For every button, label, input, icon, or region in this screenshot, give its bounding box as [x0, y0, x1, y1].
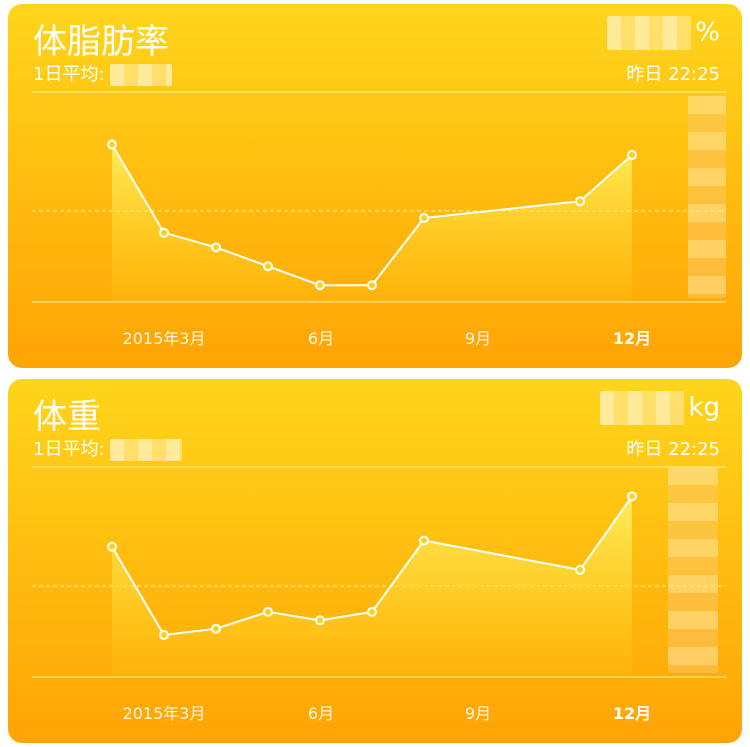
data-point-6: [419, 213, 429, 223]
latest-time: 昨日 22:25: [626, 439, 720, 460]
redacted-range-bar: [668, 467, 718, 673]
daily-average-label: 1日平均:: [33, 439, 105, 460]
data-point-5: [367, 280, 377, 291]
daily-average-label: 1日平均:: [33, 64, 105, 85]
data-point-2: [211, 623, 221, 634]
data-point-4: [315, 615, 325, 626]
data-point-6: [419, 535, 429, 546]
x-tick-label: 2015年3月: [123, 704, 206, 723]
x-tick-label: 6月: [308, 329, 334, 348]
data-point-4: [315, 280, 325, 291]
x-tick-label: 9月: [465, 704, 491, 723]
card-title: 体重: [33, 397, 101, 437]
series-area: [112, 144, 632, 302]
redacted-latest-value: [600, 391, 685, 425]
redacted-average-value: [110, 64, 173, 86]
x-tick-label: 12月: [613, 704, 651, 723]
redacted-latest-value: [607, 16, 692, 50]
x-tick-label: 12月: [613, 329, 651, 348]
card-title: 体脂肪率: [33, 22, 169, 62]
series-area: [112, 496, 632, 677]
daily-average: 1日平均:: [33, 435, 183, 461]
weight-card[interactable]: 体重 1日平均: kg 昨日 22:25 2015年3月 6月 9月 12月: [8, 379, 742, 743]
x-tick-label: 9月: [465, 329, 491, 348]
data-point-3: [263, 606, 273, 617]
data-point-5: [367, 606, 377, 617]
body-fat-card[interactable]: 体脂肪率 1日平均: % 昨日 22:25 2015年3月 6月 9月 12月: [8, 4, 742, 368]
data-point-7: [575, 196, 585, 207]
data-point-0: [107, 541, 117, 552]
daily-average: 1日平均:: [33, 60, 173, 86]
data-point-8: [627, 491, 637, 502]
latest-time: 昨日 22:25: [626, 64, 720, 85]
redacted-average-value: [110, 439, 183, 461]
unit-label: %: [695, 17, 720, 48]
redacted-range-bar: [688, 96, 726, 298]
latest-value: kg: [600, 391, 720, 425]
x-tick-label: 2015年3月: [123, 329, 206, 348]
data-point-2: [211, 242, 221, 253]
latest-value: %: [607, 16, 720, 50]
data-point-8: [627, 150, 637, 160]
data-point-1: [159, 227, 169, 238]
data-point-7: [575, 564, 585, 575]
body-fat-chart: 2015年3月 6月 9月 12月: [32, 91, 726, 348]
data-point-0: [107, 139, 117, 150]
weight-chart: 2015年3月 6月 9月 12月: [32, 466, 726, 723]
data-point-3: [263, 261, 273, 272]
x-tick-label: 6月: [308, 704, 334, 723]
unit-label: kg: [688, 392, 720, 423]
data-point-1: [159, 630, 169, 640]
